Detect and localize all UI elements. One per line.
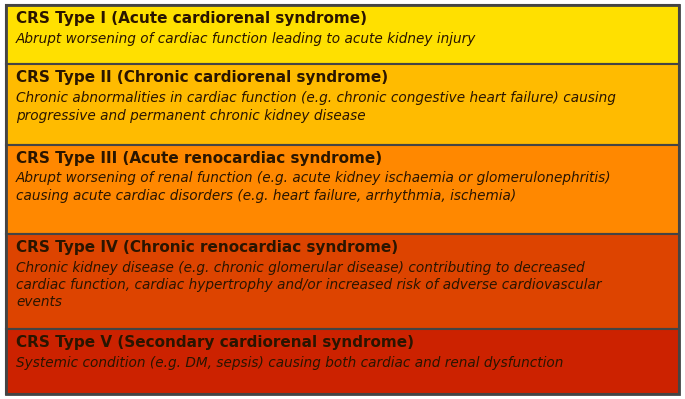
Text: Systemic condition (e.g. DM, sepsis) causing both cardiac and renal dysfunction: Systemic condition (e.g. DM, sepsis) cau…	[16, 356, 563, 369]
Text: Abrupt worsening of cardiac function leading to acute kidney injury: Abrupt worsening of cardiac function lea…	[16, 32, 476, 46]
Bar	[6, 5, 679, 64]
Text: Chronic abnormalities in cardiac function (e.g. chronic congestive heart failure: Chronic abnormalities in cardiac functio…	[16, 91, 616, 122]
Text: CRS Type IV (Chronic renocardiac syndrome): CRS Type IV (Chronic renocardiac syndrom…	[16, 240, 398, 255]
Bar	[6, 234, 679, 329]
Bar	[6, 64, 679, 144]
Bar	[6, 144, 679, 234]
Text: CRS Type II (Chronic cardiorenal syndrome): CRS Type II (Chronic cardiorenal syndrom…	[16, 70, 388, 85]
Text: CRS Type I (Acute cardiorenal syndrome): CRS Type I (Acute cardiorenal syndrome)	[16, 11, 367, 26]
Text: Chronic kidney disease (e.g. chronic glomerular disease) contributing to decreas: Chronic kidney disease (e.g. chronic glo…	[16, 261, 601, 309]
Text: Abrupt worsening of renal function (e.g. acute kidney ischaemia or glomeruloneph: Abrupt worsening of renal function (e.g.…	[16, 172, 612, 203]
Text: CRS Type V (Secondary cardiorenal syndrome): CRS Type V (Secondary cardiorenal syndro…	[16, 335, 414, 350]
Bar	[6, 329, 679, 394]
Text: CRS Type III (Acute renocardiac syndrome): CRS Type III (Acute renocardiac syndrome…	[16, 150, 382, 166]
